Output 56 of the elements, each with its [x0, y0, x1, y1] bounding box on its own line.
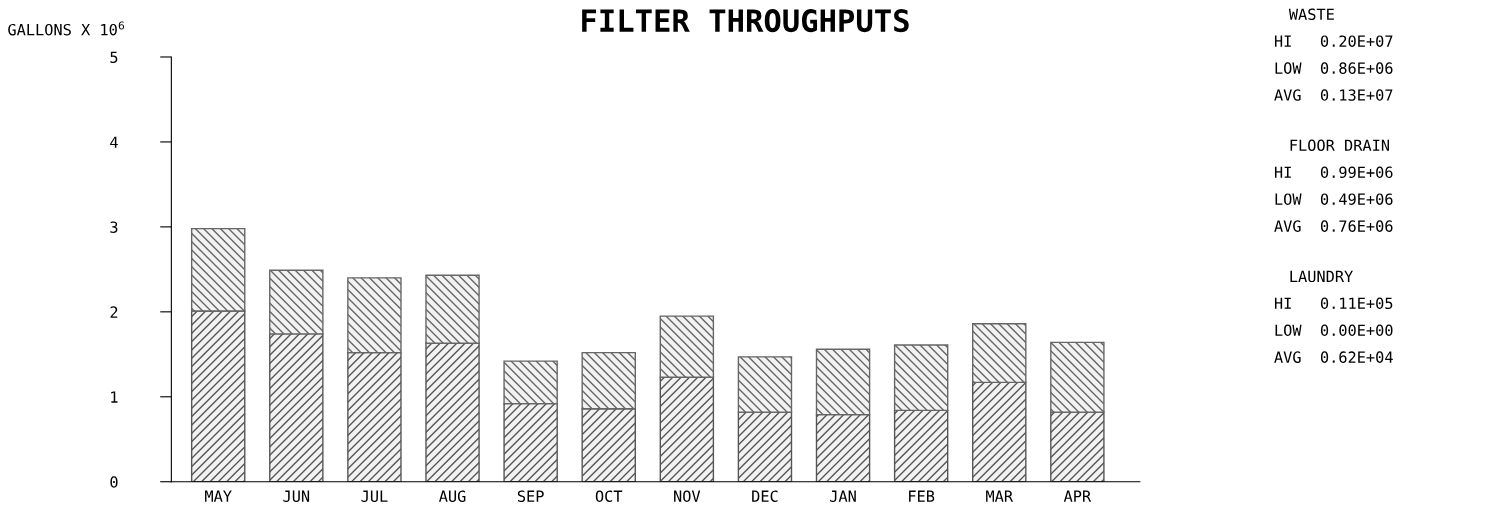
bar — [581, 407, 636, 482]
bar — [1050, 341, 1105, 413]
x-tick-label: APR — [1063, 490, 1092, 502]
y-tick-label: 0 — [110, 476, 118, 488]
bar — [503, 402, 558, 482]
bar — [269, 333, 324, 482]
text: WASTE — [1288, 8, 1334, 21]
chart-title: FILTER THROUGHPUTS — [582, 9, 909, 33]
bar — [972, 381, 1027, 482]
x-tick-label: MAR — [986, 490, 1014, 502]
bar — [815, 348, 871, 416]
text: LOW 0.49E+06 — [1275, 193, 1393, 205]
text: HI 0.99E+06 — [1274, 166, 1393, 178]
bar — [503, 360, 558, 405]
bar — [893, 344, 949, 412]
bar — [269, 269, 324, 335]
x-tick-label: JAN — [830, 490, 856, 502]
text: AVG 0.62E+04 — [1274, 351, 1393, 363]
bar — [581, 351, 636, 410]
bar — [659, 315, 715, 378]
text: AVG 0.13E+07 — [1274, 89, 1393, 101]
y-tick-label: 4 — [110, 136, 118, 148]
text: AVG 0.76E+06 — [1274, 220, 1393, 232]
x-tick-label: MAY — [205, 490, 232, 502]
x-tick-label: DEC — [752, 490, 778, 502]
bar — [737, 356, 793, 413]
bar — [737, 411, 793, 482]
bar — [190, 227, 246, 312]
y-tick-label: 2 — [110, 306, 118, 318]
text: FLOOR DRAIN — [1290, 139, 1389, 152]
bar — [893, 409, 949, 482]
text: HI 0.20E+07 — [1274, 35, 1393, 47]
y-tick-label: 3 — [110, 221, 118, 233]
x-tick-label: OCT — [595, 490, 623, 502]
x-tick-label: JUN — [283, 490, 310, 502]
bar — [425, 274, 480, 344]
x-tick-label: NOV — [674, 490, 701, 502]
y-tick-label: 1 — [111, 391, 118, 403]
x-tick-label: AUG — [439, 490, 466, 502]
bar — [190, 310, 246, 482]
bar — [425, 342, 480, 482]
bar — [972, 323, 1027, 384]
bar — [347, 351, 402, 482]
text: LOW 0.86E+06 — [1275, 62, 1393, 74]
bar — [1050, 411, 1105, 482]
text: HI 0.11E+05 — [1274, 297, 1393, 310]
bar — [815, 413, 871, 482]
text: LOW 0.00E+00 — [1275, 324, 1393, 336]
bar — [347, 277, 402, 354]
text: LAUNDRY — [1290, 270, 1353, 283]
bar — [659, 376, 715, 482]
y-axis-title: GALLONS X 10$^{6}$ — [8, 21, 125, 36]
x-tick-label: JUL — [361, 490, 388, 502]
x-tick-label: FEB — [909, 490, 935, 502]
y-tick-label: 5 — [110, 51, 118, 64]
x-tick-label: SEP — [517, 490, 544, 502]
